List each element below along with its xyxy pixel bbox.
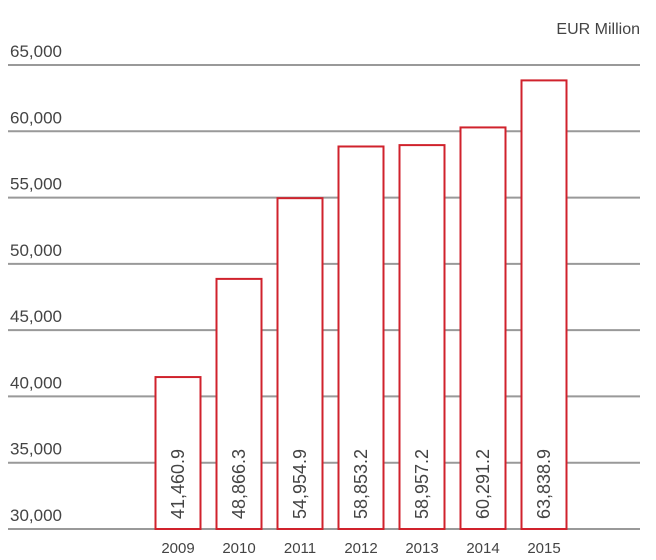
unit-label: EUR Million bbox=[556, 21, 640, 38]
y-tick-label: 65,000 bbox=[10, 42, 62, 61]
y-tick-label: 55,000 bbox=[10, 175, 62, 194]
y-tick-label: 35,000 bbox=[10, 440, 62, 459]
bar-value-label: 48,866.3 bbox=[229, 449, 249, 519]
bar-value-label: 58,853.2 bbox=[351, 449, 371, 519]
bar-value-label: 63,838.9 bbox=[534, 449, 554, 519]
bar bbox=[154, 376, 202, 530]
bar bbox=[398, 144, 446, 530]
bar bbox=[276, 197, 324, 531]
bar-value-labels: 41,460.9 48,866.3 54,954.9 58,853.2 58,957.2… bbox=[168, 449, 554, 519]
bar bbox=[215, 277, 263, 531]
x-tick-label: 2012 bbox=[344, 540, 377, 557]
y-tick-label: 30,000 bbox=[10, 506, 62, 525]
y-tick-label: 60,000 bbox=[10, 108, 62, 127]
bar bbox=[520, 79, 568, 530]
y-tick-label: 40,000 bbox=[10, 373, 62, 392]
y-tick-label: 50,000 bbox=[10, 241, 62, 260]
y-axis-tick-labels: 30,000 35,000 40,000 45,000 50,000 55,000 60,0… bbox=[10, 42, 62, 525]
bars bbox=[154, 79, 568, 531]
bar bbox=[337, 145, 385, 530]
bar-value-label: 54,954.9 bbox=[290, 449, 310, 519]
x-axis-tick-labels: 2009 2010 2011 2012 2013 2014 2015 bbox=[161, 540, 560, 557]
x-tick-label: 2009 bbox=[161, 540, 194, 557]
bar bbox=[459, 126, 507, 530]
x-tick-label: 2015 bbox=[527, 540, 560, 557]
bar-value-label: 60,291.2 bbox=[473, 449, 493, 519]
x-tick-label: 2014 bbox=[466, 540, 499, 557]
y-tick-label: 45,000 bbox=[10, 307, 62, 326]
bar-value-label: 58,957.2 bbox=[412, 449, 432, 519]
grid-lines bbox=[8, 64, 640, 530]
bar-value-label: 41,460.9 bbox=[168, 449, 188, 519]
x-tick-label: 2011 bbox=[284, 540, 316, 557]
x-tick-label: 2010 bbox=[222, 540, 255, 557]
x-tick-label: 2013 bbox=[405, 540, 438, 557]
